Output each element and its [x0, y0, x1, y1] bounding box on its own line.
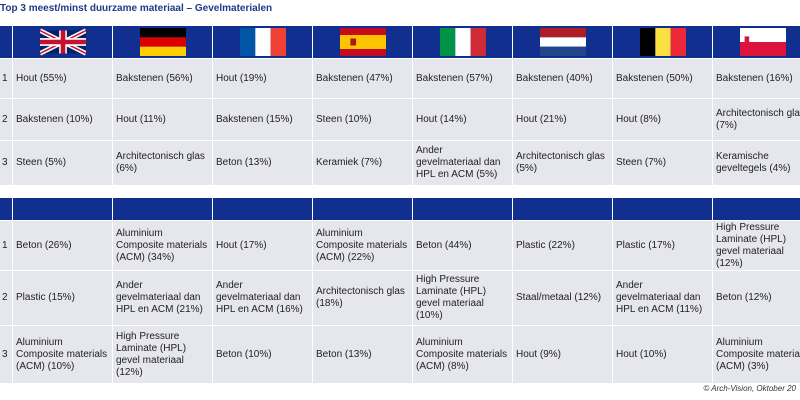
- material-cell: Hout (19%): [212, 58, 312, 98]
- flag-italy: [439, 28, 486, 56]
- material-cell: Bakstenen (56%): [112, 58, 212, 98]
- rank-cell: 2: [0, 270, 12, 325]
- material-cell: Steen (5%): [12, 140, 112, 185]
- table-top: 1 Hout (55%) Bakstenen (56%) Hout (19%) Baks…: [0, 26, 800, 185]
- material-cell: Beton (26%): [12, 220, 112, 270]
- flag-belgium: [639, 28, 686, 56]
- material-cell: Keramische geveltegels (4%): [712, 140, 800, 185]
- header-cell: [212, 26, 312, 58]
- header-cell: [212, 198, 312, 220]
- rank-cell: 1: [0, 58, 12, 98]
- material-cell: Aluminium Composite materials (ACM) (34%…: [112, 220, 212, 270]
- material-cell: High Pressure Laminate (HPL) gevel mater…: [712, 220, 800, 270]
- flag-poland: [739, 28, 786, 56]
- material-cell: Aluminium Composite materials (ACM) (8%): [412, 325, 512, 383]
- flag-spain: [339, 28, 386, 56]
- material-cell: Architectonisch glas (6%): [112, 140, 212, 185]
- material-cell: Beton (13%): [212, 140, 312, 185]
- rank-cell: 1: [0, 220, 12, 270]
- header-cell: [612, 26, 712, 58]
- title: Top 3 meest/minst duurzame materiaal – G…: [0, 3, 273, 14]
- material-cell: Bakstenen (15%): [212, 98, 312, 140]
- rank-cell: 3: [0, 140, 12, 185]
- material-cell: Hout (8%): [612, 98, 712, 140]
- material-cell: Beton (44%): [412, 220, 512, 270]
- flag-uk: [39, 28, 86, 56]
- flag-france: [239, 28, 286, 56]
- material-cell: Plastic (17%): [612, 220, 712, 270]
- material-cell: Architectonisch glas (5%): [512, 140, 612, 185]
- header-cell: [612, 198, 712, 220]
- material-cell: Bakstenen (10%): [12, 98, 112, 140]
- header-cell: [0, 26, 12, 58]
- rank-cell: 3: [0, 325, 12, 383]
- material-cell: Bakstenen (40%): [512, 58, 612, 98]
- header-cell: [112, 198, 212, 220]
- header-cell: [412, 26, 512, 58]
- material-cell: Hout (14%): [412, 98, 512, 140]
- material-cell: Hout (17%): [212, 220, 312, 270]
- material-cell: Staal/metaal (12%): [512, 270, 612, 325]
- material-cell: Plastic (15%): [12, 270, 112, 325]
- header-cell: [512, 26, 612, 58]
- material-cell: Architectonisch glas (18%): [312, 270, 412, 325]
- header-cell: [312, 26, 412, 58]
- material-cell: Bakstenen (47%): [312, 58, 412, 98]
- material-cell: Ander gevelmateriaal dan HPL en ACM (11%…: [612, 270, 712, 325]
- material-cell: Hout (10%): [612, 325, 712, 383]
- material-cell: Hout (11%): [112, 98, 212, 140]
- header-cell: [412, 198, 512, 220]
- material-cell: Hout (21%): [512, 98, 612, 140]
- material-cell: Bakstenen (57%): [412, 58, 512, 98]
- material-cell: Plastic (22%): [512, 220, 612, 270]
- material-cell: High Pressure Laminate (HPL) gevel mater…: [112, 325, 212, 383]
- table-bottom: 1 Beton (26%) Aluminium Composite material…: [0, 198, 800, 383]
- header-cell: [0, 198, 12, 220]
- material-cell: Beton (13%): [312, 325, 412, 383]
- material-cell: Aluminium Composite materials (ACM) (3%): [712, 325, 800, 383]
- flag-germany: [139, 28, 186, 56]
- material-cell: Aluminium Composite materials (ACM) (10%…: [12, 325, 112, 383]
- header-cell: [312, 198, 412, 220]
- footer: © Arch-Vision, Oktober 20: [703, 384, 796, 393]
- material-cell: High Pressure Laminate (HPL) gevel mater…: [412, 270, 512, 325]
- material-cell: Ander gevelmateriaal dan HPL en ACM (21%…: [112, 270, 212, 325]
- material-cell: Architectonisch glas (7%): [712, 98, 800, 140]
- material-cell: Bakstenen (50%): [612, 58, 712, 98]
- material-cell: Aluminium Composite materials (ACM) (22%…: [312, 220, 412, 270]
- material-cell: Beton (12%): [712, 270, 800, 325]
- material-cell: Ander gevelmateriaal dan HPL en ACM (16%…: [212, 270, 312, 325]
- header-cell: [512, 198, 612, 220]
- material-cell: Keramiek (7%): [312, 140, 412, 185]
- header-cell: [112, 26, 212, 58]
- header-cell: [712, 26, 800, 58]
- flag-netherlands: [539, 28, 586, 56]
- rank-cell: 2: [0, 98, 12, 140]
- header-cell: [12, 198, 112, 220]
- material-cell: Hout (9%): [512, 325, 612, 383]
- header-cell: [12, 26, 112, 58]
- material-cell: Bakstenen (16%): [712, 58, 800, 98]
- header-cell: [712, 198, 800, 220]
- material-cell: Ander gevelmateriaal dan HPL en ACM (5%): [412, 140, 512, 185]
- material-cell: Beton (10%): [212, 325, 312, 383]
- material-cell: Steen (7%): [612, 140, 712, 185]
- material-cell: Steen (10%): [312, 98, 412, 140]
- material-cell: Hout (55%): [12, 58, 112, 98]
